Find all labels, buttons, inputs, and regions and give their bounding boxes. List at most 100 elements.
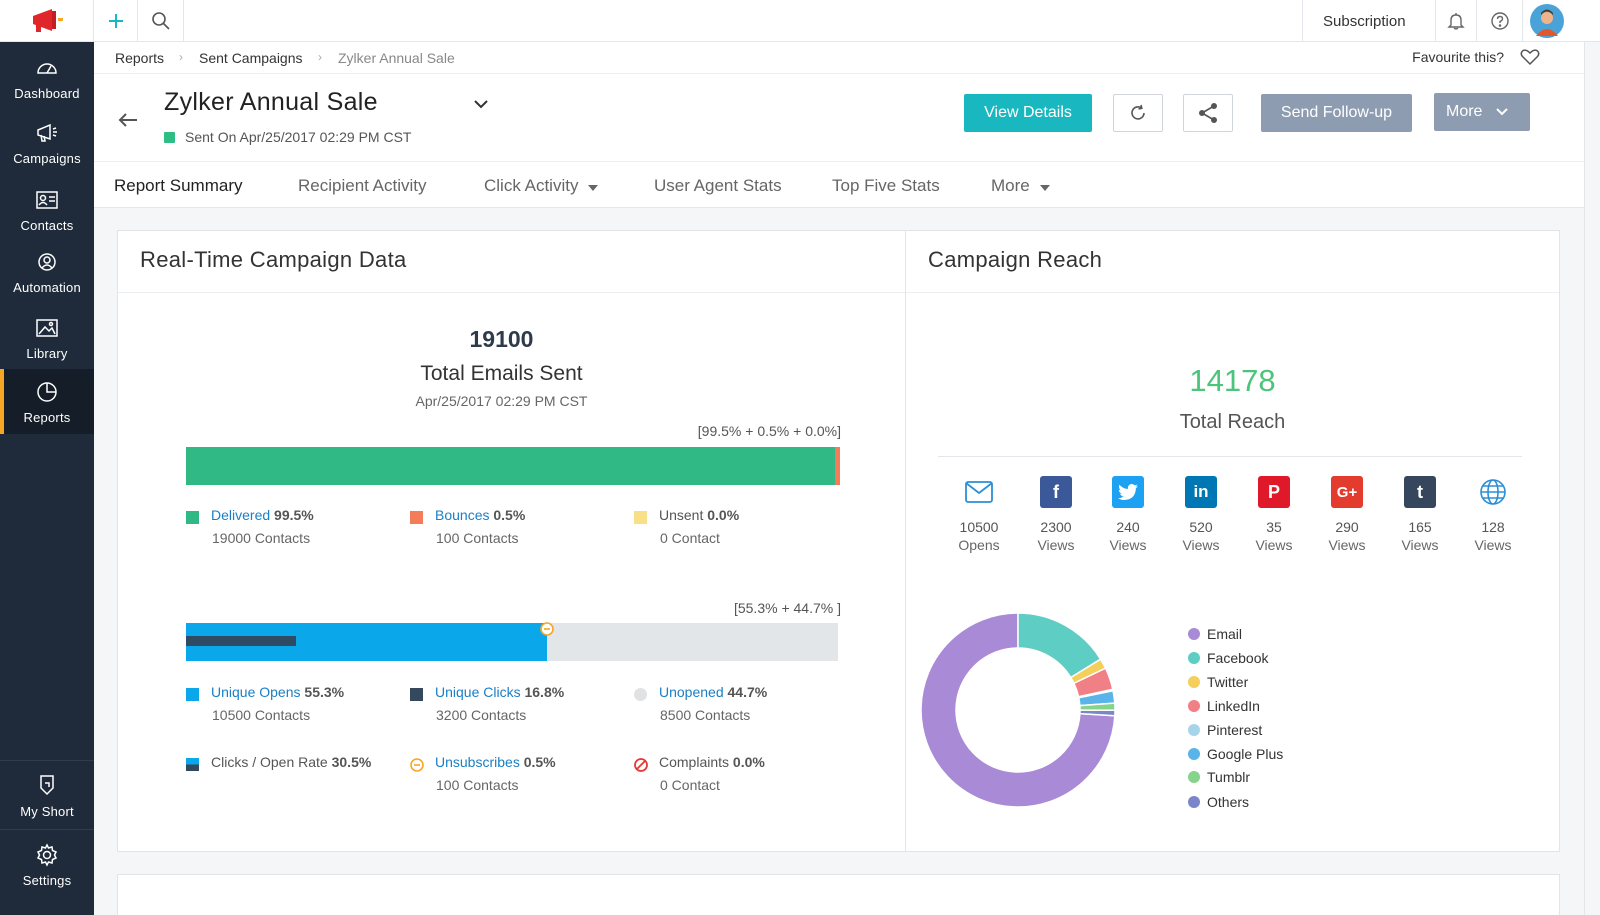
channel-facebook[interactable]: f 2300 Views [1026, 476, 1086, 554]
pinterest-icon: P [1258, 476, 1290, 508]
app-logo[interactable] [0, 0, 94, 42]
sidebar-item-automation[interactable]: Automation [0, 250, 94, 300]
megaphone-logo-icon [32, 8, 63, 32]
sidebar-item-reports[interactable]: Reports [0, 369, 94, 434]
tab-label: More [991, 176, 1030, 195]
unique-clicks-pct: 16.8% [524, 684, 565, 700]
sidebar-item-my-short[interactable]: My Short [0, 774, 94, 824]
pie-legend-others[interactable]: Others [1188, 794, 1249, 810]
complaints-pct: 0.0% [732, 754, 765, 770]
pie-legend-pinterest[interactable]: Pinterest [1188, 722, 1262, 738]
tab-label: User Agent Stats [654, 176, 782, 195]
breadcrumb-reports[interactable]: Reports [115, 50, 165, 66]
sent-on-status: Sent On Apr/25/2017 02:29 PM CST [164, 129, 411, 145]
more-actions-button[interactable]: More [1434, 93, 1530, 131]
add-button[interactable] [94, 0, 138, 42]
channel-twitter[interactable]: 240 Views [1098, 476, 1158, 554]
favourite-toggle[interactable]: Favourite this? [1412, 48, 1540, 66]
bounces-link[interactable]: Bounces [435, 507, 490, 523]
legend-label: Pinterest [1207, 722, 1263, 738]
panel-title: Real-Time Campaign Data [118, 231, 905, 293]
pie-legend-google-plus[interactable]: Google Plus [1188, 746, 1283, 762]
channel-pinterest[interactable]: P 35 Views [1244, 476, 1304, 554]
channel-value: 165 [1408, 519, 1432, 535]
refresh-button[interactable] [1113, 94, 1163, 132]
legend-label: LinkedIn [1207, 698, 1260, 714]
tab-click-activity[interactable]: Click Activity [484, 176, 599, 196]
tab-user-agent-stats[interactable]: User Agent Stats [654, 176, 782, 196]
pie-legend-tumblr[interactable]: Tumblr [1188, 769, 1250, 785]
chevron-right-icon: › [318, 50, 322, 64]
unopened-link[interactable]: Unopened [659, 684, 724, 700]
legend-dot [1188, 724, 1200, 736]
subscription-link[interactable]: Subscription [1302, 0, 1435, 42]
bounces-pct: 0.5% [493, 507, 526, 523]
help-button[interactable] [1477, 0, 1523, 42]
total-emails-label: Total Emails Sent [420, 362, 583, 385]
delivered-link[interactable]: Delivered [211, 507, 271, 523]
unsubscribes-link[interactable]: Unsubscribes [435, 754, 520, 770]
unique-opens-link[interactable]: Unique Opens [211, 684, 301, 700]
tab-label: Recipient Activity [298, 176, 427, 195]
legend-label: Others [1207, 794, 1250, 810]
next-panel [117, 874, 1560, 915]
pie-legend-email[interactable]: Email [1188, 626, 1242, 642]
back-arrow-icon[interactable] [118, 112, 138, 128]
bell-icon [1447, 13, 1465, 30]
panel-title: Campaign Reach [906, 231, 1559, 293]
send-followup-button[interactable]: Send Follow-up [1261, 94, 1412, 132]
image-icon [36, 319, 58, 337]
sidebar-item-dashboard[interactable]: Dashboard [0, 56, 94, 106]
contact-card-icon [36, 191, 58, 209]
channel-unit: Views [1109, 537, 1147, 553]
donut-slice-others[interactable] [1079, 709, 1116, 717]
channel-value: 10500 [959, 519, 999, 535]
refresh-icon [1131, 104, 1145, 120]
megaphone-icon [37, 123, 57, 142]
sidebar-item-label: Campaigns [13, 151, 81, 166]
pie-legend-twitter[interactable]: Twitter [1188, 674, 1248, 690]
sidebar-item-campaigns[interactable]: Campaigns [0, 121, 94, 171]
cto-label: Clicks / Open Rate [211, 754, 328, 770]
tab-report-summary[interactable]: Report Summary [114, 176, 242, 196]
status-dot [164, 131, 175, 143]
engagement-bar-caption: [55.3% + 44.7% ] [733, 600, 841, 616]
notifications-button[interactable] [1435, 0, 1477, 42]
sidebar-item-library[interactable]: Library [0, 316, 94, 366]
campaign-reach-panel: Campaign Reach 14178 Total Reach [906, 230, 1560, 852]
channel-tumblr[interactable]: t 165 Views [1390, 476, 1450, 554]
legend-dot [1188, 652, 1200, 664]
tab-recipient-activity[interactable]: Recipient Activity [298, 176, 427, 196]
legend-label: Email [1207, 626, 1243, 642]
delivered-segment [186, 447, 835, 485]
delivered-contacts: 19000 Contacts [212, 530, 311, 546]
avatar[interactable] [1524, 0, 1570, 42]
tab-more[interactable]: More [991, 176, 1050, 196]
legend-swatch [410, 511, 423, 524]
pie-legend-facebook[interactable]: Facebook [1188, 650, 1268, 666]
subscription-label: Subscription [1323, 12, 1406, 30]
donut-slice-email[interactable] [920, 612, 1116, 808]
channel-email[interactable]: 10500 Opens [949, 476, 1009, 554]
channel-others[interactable]: 128 Views [1463, 476, 1523, 554]
share-button[interactable] [1183, 94, 1233, 132]
chevron-down-icon[interactable] [474, 99, 488, 109]
view-details-button[interactable]: View Details [964, 94, 1092, 132]
legend-dot [1188, 628, 1200, 640]
delivery-bar [186, 447, 840, 485]
legend-dot [1188, 771, 1200, 783]
sidebar-item-settings[interactable]: Settings [0, 843, 94, 893]
tab-top-five-stats[interactable]: Top Five Stats [832, 176, 940, 196]
sidebar-item-contacts[interactable]: Contacts [0, 188, 94, 238]
channel-linkedin[interactable]: in 520 Views [1171, 476, 1231, 554]
pie-legend-linkedin[interactable]: LinkedIn [1188, 698, 1260, 714]
sidebar-item-label: Reports [23, 410, 71, 425]
favourite-label: Favourite this? [1412, 49, 1504, 65]
breadcrumb-sent-campaigns[interactable]: Sent Campaigns [199, 50, 303, 66]
channel-google-plus[interactable]: G+ 290 Views [1317, 476, 1377, 554]
page-scrollbar[interactable] [1584, 42, 1600, 915]
search-button[interactable] [138, 0, 184, 42]
unopened-pct: 44.7% [727, 684, 768, 700]
unique-clicks-link[interactable]: Unique Clicks [435, 684, 521, 700]
help-icon [1490, 12, 1509, 30]
